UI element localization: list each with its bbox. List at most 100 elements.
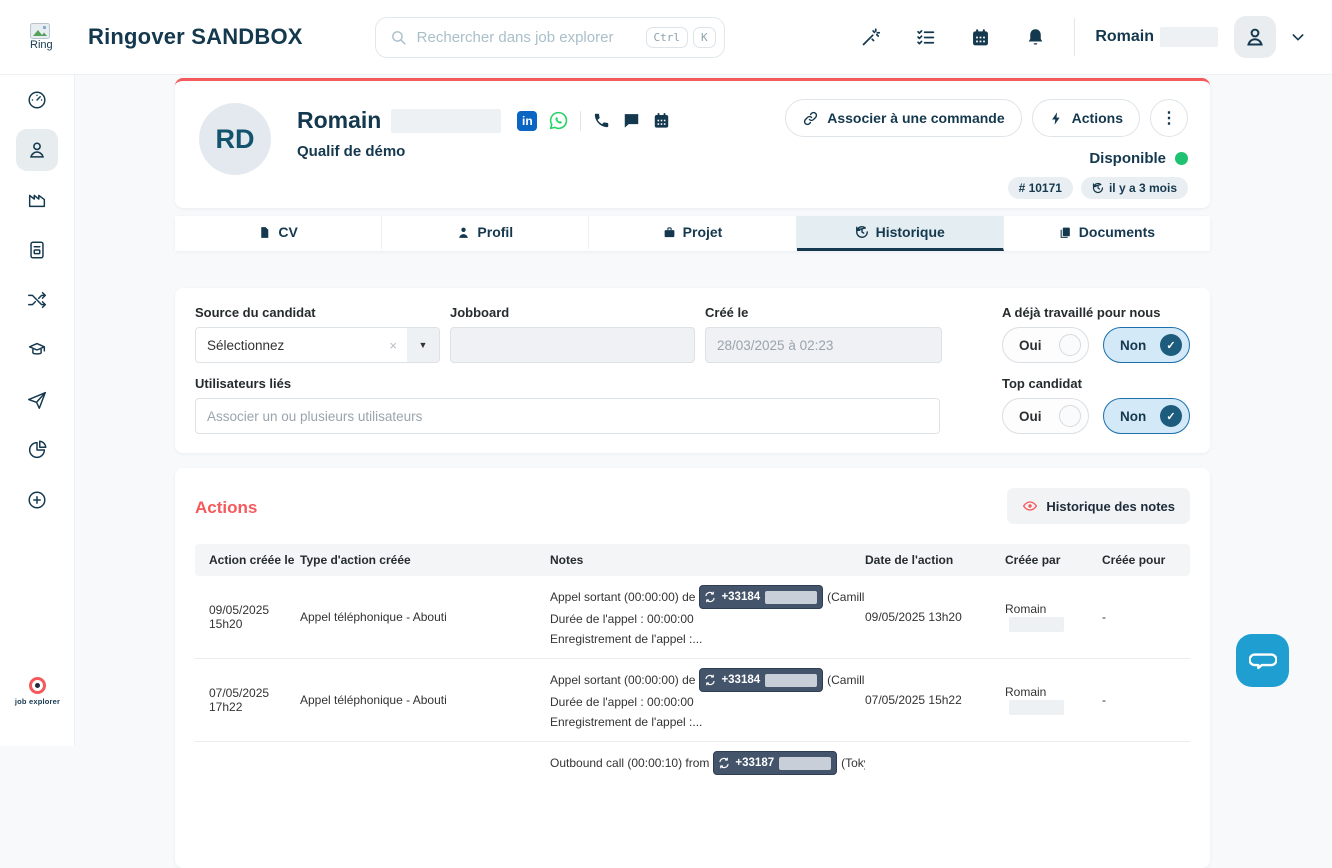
actions-table: Action créée le Type d'action créée Note…: [195, 544, 1190, 784]
tab-cv[interactable]: CV: [175, 216, 382, 251]
table-row[interactable]: Outbound call (00:00:10) from +33187 (To…: [195, 742, 1190, 784]
sidebar-item-reports[interactable]: [16, 429, 58, 471]
filter-worked-label: A déjà travaillé pour nous: [1002, 305, 1190, 320]
phone-icon[interactable]: [592, 111, 611, 130]
worked-no-toggle[interactable]: Non ✓: [1103, 327, 1190, 363]
job-explorer-icon: [29, 677, 46, 694]
candidate-card: RD Romain in: [175, 78, 1210, 208]
notes-history-button[interactable]: Historique des notes: [1007, 488, 1190, 524]
chat-widget-button[interactable]: [1236, 634, 1289, 687]
sidebar-item-dashboard[interactable]: [16, 79, 58, 121]
history-icon: [1092, 182, 1104, 194]
actions-title: Actions: [195, 498, 257, 518]
tab-profil-label: Profil: [477, 224, 513, 240]
chevron-down-icon[interactable]: ▼: [407, 328, 439, 362]
linkedin-icon[interactable]: in: [517, 111, 537, 131]
table-row[interactable]: 09/05/2025 15h20 Appel téléphonique - Ab…: [195, 576, 1190, 659]
candidate-tabs: CV Profil Projet Historique Documents: [175, 216, 1210, 251]
chevron-down-icon[interactable]: [1288, 27, 1308, 47]
top-no-label: Non: [1120, 409, 1146, 424]
search-input[interactable]: [417, 29, 641, 46]
tab-documents[interactable]: Documents: [1004, 216, 1210, 251]
clear-icon[interactable]: ×: [379, 338, 407, 353]
jobboard-input[interactable]: [450, 327, 695, 363]
lightning-icon: [1049, 111, 1064, 126]
source-select[interactable]: Sélectionnez × ▼: [195, 327, 440, 363]
candidate-name: Romain: [297, 107, 381, 134]
eye-icon: [1022, 498, 1038, 514]
tab-historique[interactable]: Historique: [797, 216, 1004, 251]
created-by-redacted: [1009, 617, 1064, 632]
top-yes-toggle[interactable]: Oui: [1002, 398, 1089, 434]
sidebar-item-campaigns[interactable]: [16, 379, 58, 421]
calendar-icon[interactable]: [966, 23, 995, 52]
chat-bubble-icon[interactable]: [622, 111, 641, 130]
bell-icon[interactable]: [1021, 23, 1050, 52]
app-logo[interactable]: Ring: [30, 23, 76, 51]
note-text: Enregistrement de l'appel :...: [550, 629, 865, 649]
header-user-name: Romain: [1095, 28, 1154, 46]
col-notes: Notes: [550, 553, 865, 567]
history-icon: [855, 225, 869, 239]
worked-yes-toggle[interactable]: Oui: [1002, 327, 1089, 363]
candidate-info: Romain in: [297, 99, 671, 194]
phone-number-chip[interactable]: +33187: [713, 751, 837, 775]
col-created: Action créée le: [195, 553, 300, 567]
phone-number-chip[interactable]: +33184: [699, 585, 823, 609]
linked-users-input[interactable]: [195, 398, 940, 434]
associate-order-button[interactable]: Associer à une commande: [785, 99, 1021, 137]
tab-profil[interactable]: Profil: [382, 216, 589, 251]
graduate-icon: [26, 339, 48, 361]
transfer-icon: [704, 674, 716, 686]
source-select-value: Sélectionnez: [196, 338, 379, 353]
top-no-toggle[interactable]: Non ✓: [1103, 398, 1190, 434]
top-yes-label: Oui: [1019, 409, 1042, 424]
sidebar-item-orders[interactable]: [16, 229, 58, 271]
created-by: Romain: [1005, 602, 1046, 616]
sidebar-item-candidates[interactable]: [16, 129, 58, 171]
job-explorer-logo: job explorer: [0, 677, 75, 706]
search-bar[interactable]: Ctrl K: [375, 17, 725, 58]
icon-separator: [580, 111, 581, 131]
magic-wand-icon[interactable]: [856, 23, 885, 52]
sidebar-item-talents[interactable]: [16, 329, 58, 371]
link-icon: [802, 110, 819, 127]
filter-created-label: Créé le: [705, 305, 942, 320]
filter-worked: A déjà travaillé pour nous Oui Non ✓: [1002, 305, 1190, 363]
phone-number: +33184: [721, 670, 760, 690]
broken-image-icon: [30, 23, 50, 39]
toggle-circle: [1059, 405, 1081, 427]
job-explorer-label: job explorer: [15, 697, 60, 706]
user-avatar-icon[interactable]: [1234, 16, 1276, 58]
kbd-k: K: [693, 27, 716, 48]
note-text: (Camille...: [827, 670, 865, 690]
note-text: Durée de l'appel : 00:00:00: [550, 692, 865, 712]
checklist-icon[interactable]: [911, 23, 940, 52]
table-row[interactable]: 07/05/2025 17h22 Appel téléphonique - Ab…: [195, 659, 1190, 742]
more-vertical-icon[interactable]: ⋮: [1150, 99, 1188, 137]
cell-by: Romain: [1005, 685, 1102, 714]
created-date-input[interactable]: [705, 327, 942, 363]
note-text: Appel sortant (00:00:00) de: [550, 670, 695, 690]
check-icon: ✓: [1160, 334, 1182, 356]
tab-projet[interactable]: Projet: [589, 216, 796, 251]
actions-table-header: Action créée le Type d'action créée Note…: [195, 544, 1190, 576]
availability-status: Disponible: [1089, 150, 1166, 167]
paper-plane-icon: [26, 389, 48, 411]
filter-top-label: Top candidat: [1002, 376, 1190, 391]
sidebar-item-matching[interactable]: [16, 279, 58, 321]
cell-for: -: [1102, 610, 1190, 624]
calendar-icon[interactable]: [652, 111, 671, 130]
app-logo-alt: Ring: [30, 39, 53, 51]
created-by-redacted: [1009, 700, 1064, 715]
note-text: Enregistrement de l'appel :...: [550, 712, 865, 732]
col-by: Créée par: [1005, 553, 1102, 567]
candidate-updated-badge: il y a 3 mois: [1081, 177, 1188, 199]
phone-number-chip[interactable]: +33184: [699, 668, 823, 692]
tab-projet-label: Projet: [683, 224, 723, 240]
actions-button[interactable]: Actions: [1032, 99, 1140, 137]
sidebar-item-companies[interactable]: [16, 179, 58, 221]
note-text: (Camille...: [827, 587, 865, 607]
whatsapp-icon[interactable]: [548, 110, 569, 131]
sidebar-item-add[interactable]: [16, 479, 58, 521]
